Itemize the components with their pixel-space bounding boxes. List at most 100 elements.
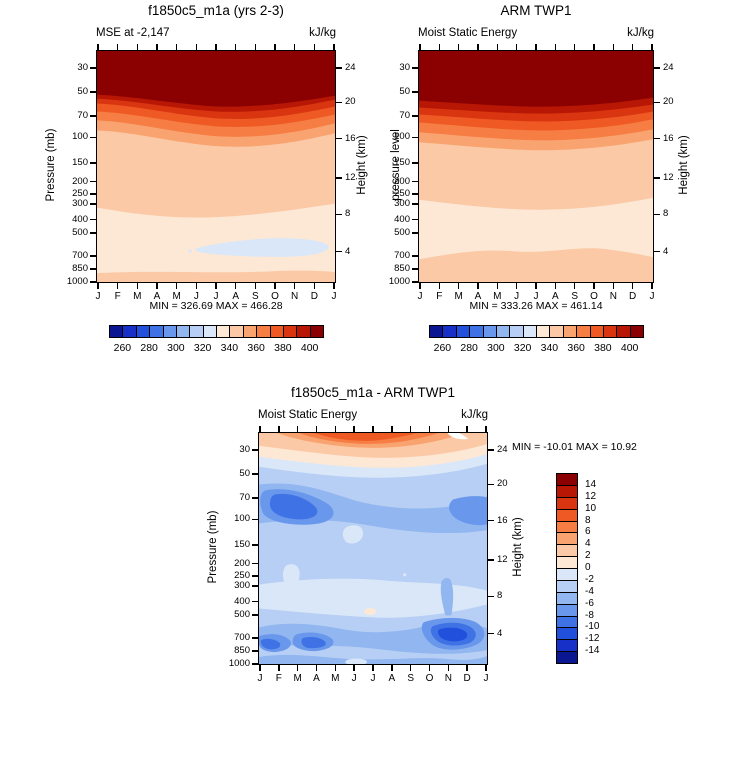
height-tick-label: 12 [497,554,508,566]
month-label: J [193,291,199,302]
pressure-tick-label: 250 [234,569,250,581]
pressure-tick [90,115,96,117]
colorbar-tick-label: 300 [167,342,185,354]
pressure-tick [90,203,96,205]
colorbar-cell [536,325,551,338]
month-label: O [271,291,279,302]
x-tick [97,44,99,50]
pressure-tick-label: 30 [77,61,88,73]
height-tick-label: 4 [345,245,351,257]
x-tick [554,283,557,289]
month-label: M [331,673,340,684]
diff-colorbar-tick-label: 6 [585,526,591,538]
pressure-tick-label: 300 [234,579,250,591]
colorbar-cell [256,325,271,338]
colorbar-cell [282,325,298,338]
x-tick [116,283,119,289]
x-tick [593,44,595,50]
panel-title: f1850c5_m1a (yrs 2-3) [148,3,284,18]
height-tick-label: 4 [497,627,503,639]
x-tick [254,283,257,289]
pressure-tick [90,136,96,139]
x-tick [535,283,537,289]
colorbar-tick-label: 380 [274,342,292,354]
colorbar-cell [482,325,497,338]
pressure-tick-label: 500 [72,226,88,238]
contour-field-diff [259,433,487,664]
month-label: N [609,291,617,302]
pressure-tick-label: 100 [72,131,88,143]
colorbar-cell [455,325,471,338]
pressure-tick [412,255,418,257]
height-tick [488,449,494,451]
pressure-tick [412,162,418,164]
height-tick-label: 24 [663,62,674,74]
colorbar-cell [202,325,217,338]
pressure-tick [90,218,96,221]
colorbar-cell [495,325,511,338]
colorbar-cell [229,325,244,338]
x-tick [496,283,499,289]
height-tick-label: 24 [497,444,508,456]
x-tick [156,44,158,50]
pressure-tick-label: 70 [239,491,250,503]
pressure-tick [90,255,96,257]
pressure-tick-label: 200 [234,557,250,569]
month-label: J [95,291,101,302]
pressure-tick-label: 100 [234,513,250,525]
x-tick [651,283,653,289]
diff-colorbar-tick-label: -14 [585,645,600,657]
colorbar-tick-label: 340 [540,342,559,354]
colorbar-cell [216,325,231,338]
colorbar-tick-label: 400 [300,342,319,354]
contour-plot-obs [418,50,654,283]
month-label: N [444,673,452,684]
x-tick [136,283,139,289]
x-tick [447,426,450,432]
x-tick [391,665,393,671]
month-label: A [474,291,482,302]
minmax-text: MIN = 333.26 MAX = 461.14 [469,300,603,312]
month-label: A [388,673,396,684]
height-tick [336,250,342,253]
panel-subtitle-row: MSE at -2,147 kJ/kg [96,27,336,39]
month-label: A [232,291,239,302]
pressure-tick [252,650,258,652]
x-tick [419,283,421,289]
month-label: F [114,291,121,302]
diff-colorbar-tick-label: 4 [585,538,591,550]
month-label: J [417,291,423,302]
y-axis-label-right: Height (km) [356,135,368,195]
month-label: F [275,673,282,684]
height-tick [336,177,342,179]
diff-colorbar-tick-label: 14 [585,478,597,490]
month-label: O [425,673,434,684]
colorbar-cell [469,325,484,338]
panel-title: f1850c5_m1a - ARM TWP1 [290,385,456,400]
height-tick-label: 20 [497,478,508,490]
month-label: N [291,291,299,302]
month-label: S [407,673,414,684]
colorbar-cell [269,325,284,338]
pressure-tick [412,232,418,234]
pressure-tick [252,544,258,546]
month-label: D [310,291,318,302]
pressure-tick [90,67,96,69]
x-tick [409,665,412,671]
pressure-tick-label: 50 [399,85,410,97]
x-tick [457,283,460,289]
height-tick [488,483,494,486]
pressure-tick-label: 700 [72,250,88,262]
colorbar-cell [109,325,124,338]
y-axis-label-right: Height (km) [512,517,524,577]
month-label: D [463,673,471,684]
x-tick [485,426,487,432]
pressure-tick [412,268,418,270]
x-tick [195,283,198,289]
x-tick [234,44,237,50]
pressure-tick [412,67,418,69]
x-tick [313,44,316,50]
colorbar-cell [162,325,177,338]
month-label: A [313,673,320,684]
